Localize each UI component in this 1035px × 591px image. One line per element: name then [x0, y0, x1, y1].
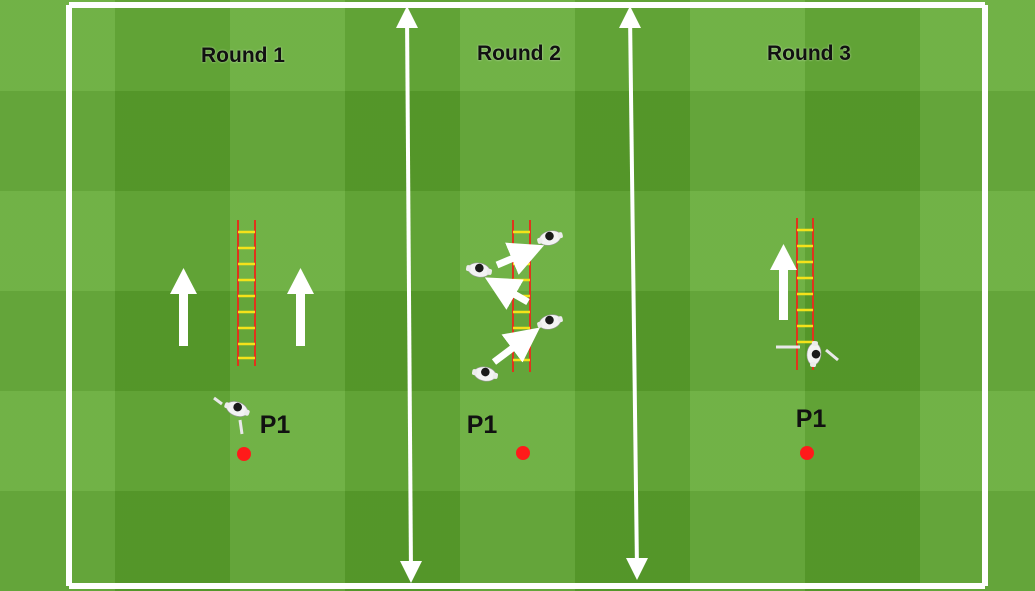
player-icon: [535, 227, 565, 249]
player-icon: [213, 396, 253, 435]
ladder-icon: [237, 220, 256, 366]
start-marker-icon: [800, 446, 814, 460]
player-icon: [470, 364, 500, 384]
boundary-arrow-icon: [396, 6, 422, 583]
player-icon: [535, 311, 565, 333]
start-marker-icon: [516, 446, 530, 460]
direction-arrow-icon: [491, 327, 540, 365]
ladder-icon: [796, 218, 814, 370]
round-3-player-label: P1: [795, 405, 827, 433]
round-1-title: Round 1: [201, 44, 285, 67]
direction-arrow-icon: [770, 244, 797, 320]
round-2-player-label: P1: [466, 411, 498, 439]
boundary-arrow-icon: [619, 6, 648, 580]
start-marker-icon: [237, 447, 251, 461]
round-3-title: Round 3: [767, 42, 851, 65]
player-icon: [464, 260, 494, 280]
direction-arrow-icon: [170, 268, 197, 346]
direction-arrow-icon: [495, 242, 545, 275]
player-icon: [776, 339, 839, 369]
direction-arrow-icon: [484, 277, 530, 310]
direction-arrow-icon: [287, 268, 314, 346]
pitch-boundary: [66, 2, 988, 589]
round-2-title: Round 2: [477, 42, 561, 65]
round-1-player-label: P1: [259, 411, 291, 439]
